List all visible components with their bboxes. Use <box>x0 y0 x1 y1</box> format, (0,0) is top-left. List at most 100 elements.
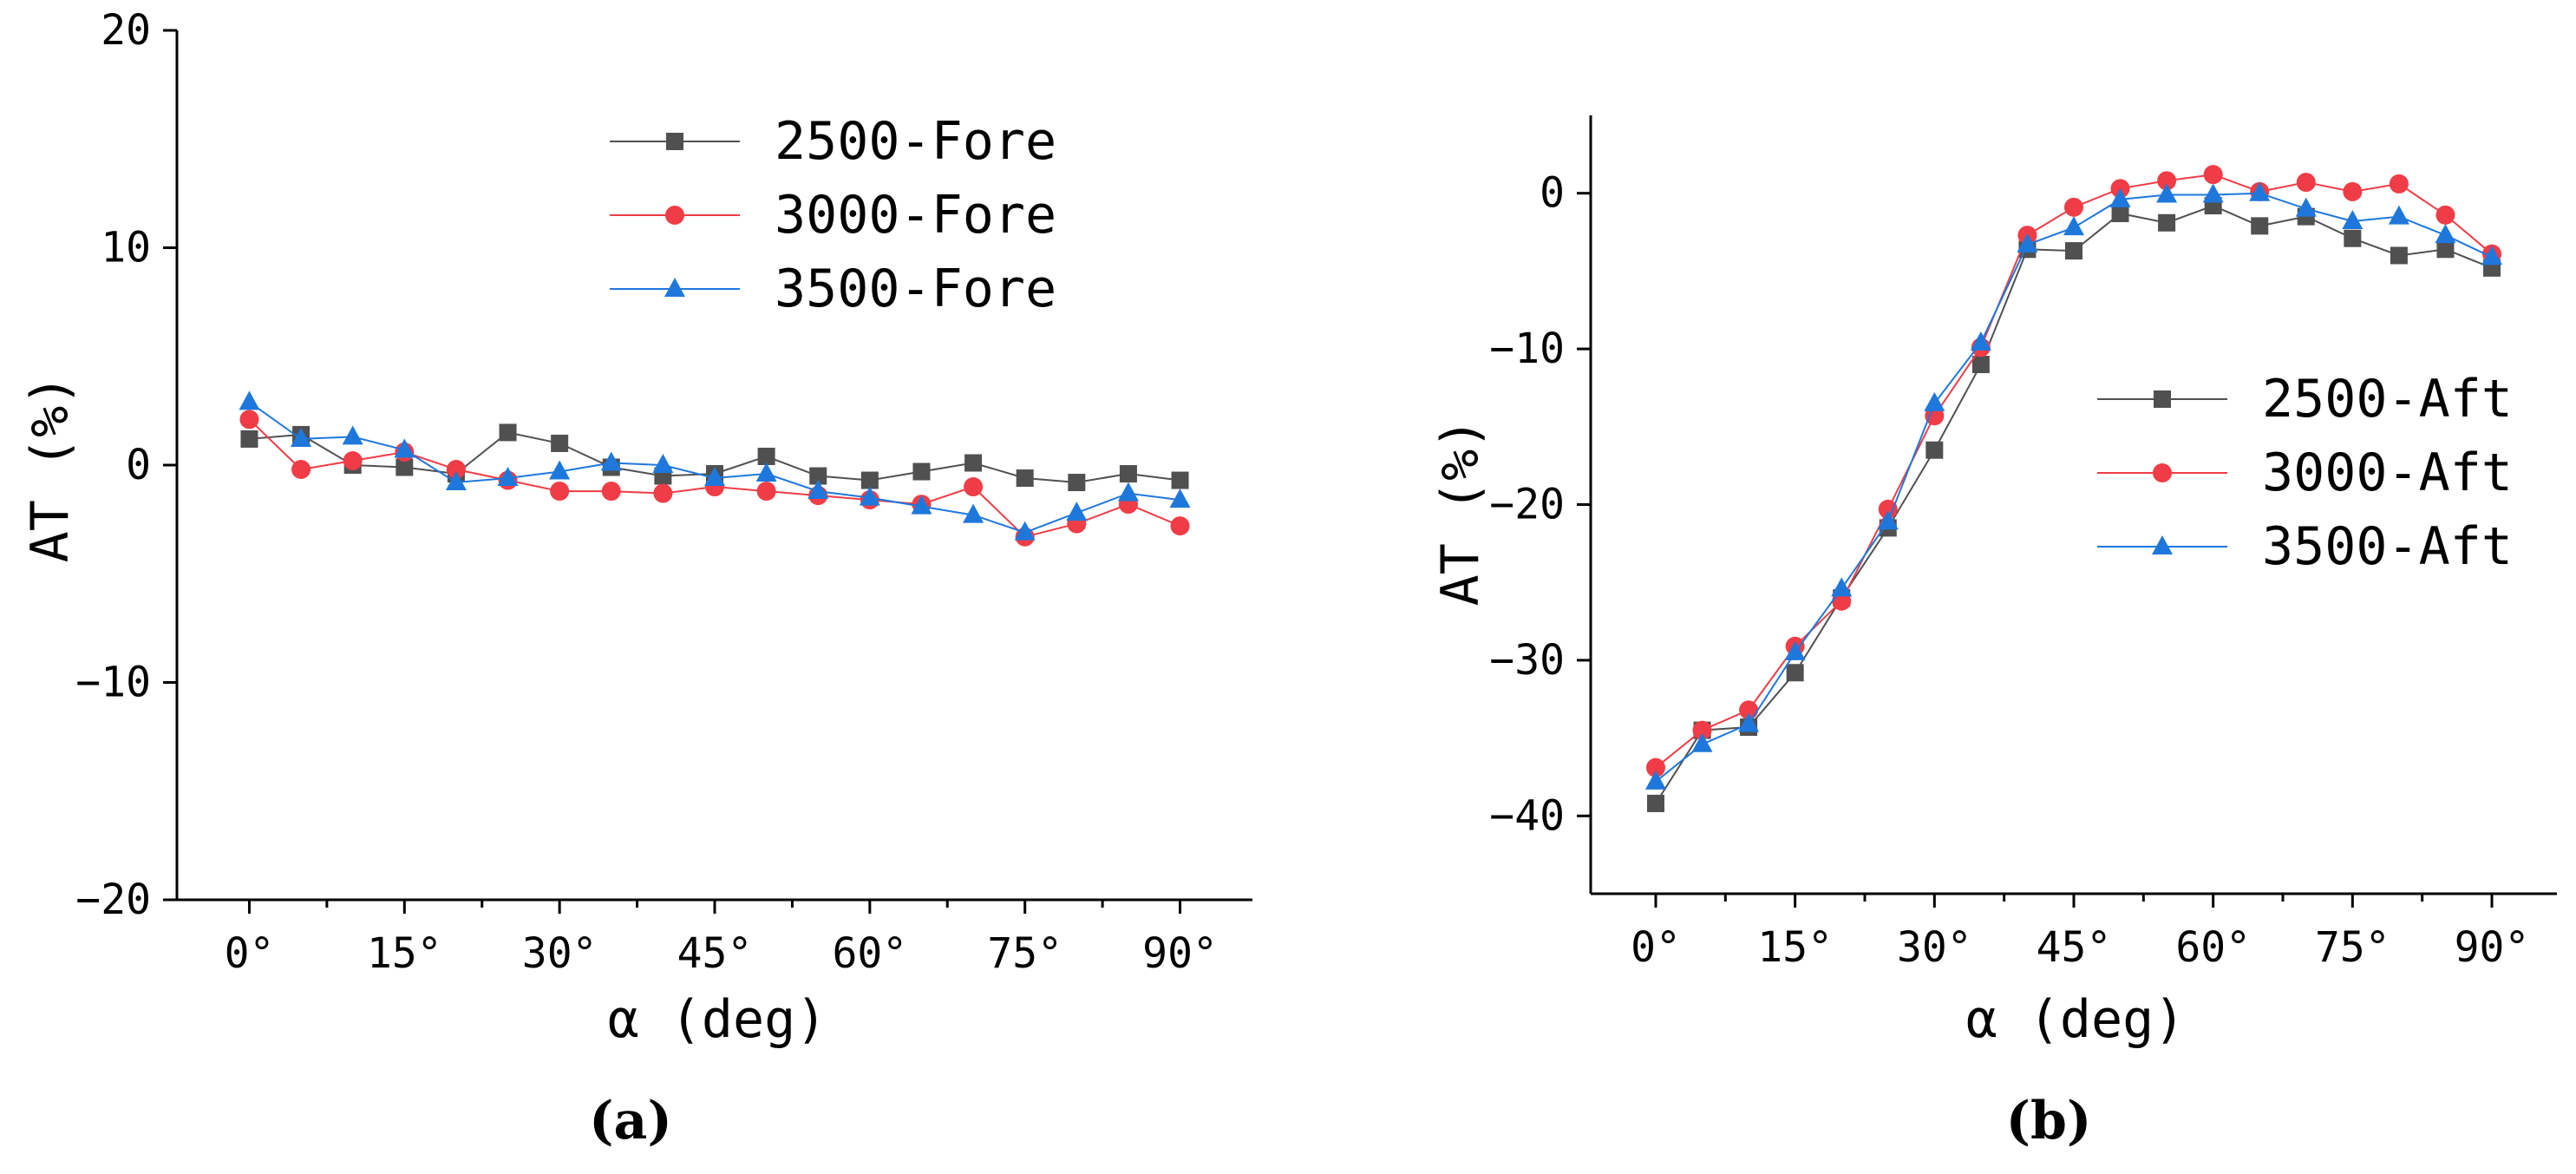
panel-b: 0 −10 −20 −30 −40 0° 15° 30° 45° 60° 75° 90° AT (%) α… <box>1430 115 2557 1151</box>
data-point <box>756 482 776 502</box>
x-tick-label: 90° <box>2455 923 2530 972</box>
data-point <box>291 427 312 447</box>
legend-label: 3000-Aft <box>2262 443 2513 503</box>
data-point <box>497 467 519 487</box>
legend-label: 2500-Fore <box>775 111 1056 172</box>
data-point <box>2251 217 2269 235</box>
x-tick-label: 30° <box>522 929 598 978</box>
data-point <box>1170 516 1190 536</box>
x-tick-label: 75° <box>2315 923 2390 972</box>
y-tick-label: −20 <box>75 876 151 924</box>
legend-label: 3000-Fore <box>775 185 1056 246</box>
panel-label: (b) <box>2006 1091 2092 1151</box>
data-point <box>1066 502 1088 521</box>
data-point <box>1925 441 1944 459</box>
data-point <box>2389 174 2409 193</box>
data-point <box>1169 489 1191 508</box>
data-point <box>1971 356 1990 374</box>
data-point <box>2342 209 2364 229</box>
data-point <box>964 454 983 472</box>
data-point <box>1692 720 1712 740</box>
data-point <box>551 434 569 452</box>
x-tick-label: 30° <box>1897 923 1972 972</box>
y-tick-label: −10 <box>1489 325 1565 373</box>
data-point <box>2017 233 2038 253</box>
data-point <box>1877 510 1899 530</box>
data-point <box>755 462 777 482</box>
data-point <box>2111 205 2129 223</box>
data-point <box>912 462 931 481</box>
data-point <box>342 425 363 445</box>
data-point <box>1117 482 1139 502</box>
x-tick-label: 0° <box>1631 923 1681 972</box>
legend-a-entry: 3500-Fore <box>610 259 1056 319</box>
data-point <box>1970 331 1991 351</box>
legend-label: 3500-Fore <box>775 259 1056 319</box>
x-tick-label: 15° <box>367 929 442 978</box>
y-tick-label: 0 <box>126 441 151 489</box>
data-point <box>396 458 414 476</box>
data-point <box>652 454 674 473</box>
data-point <box>1014 521 1036 541</box>
data-point <box>2109 187 2131 207</box>
data-point <box>2436 240 2455 259</box>
data-point <box>809 467 827 485</box>
data-point <box>2344 229 2362 247</box>
x-tick-label: 90° <box>1142 929 1218 978</box>
data-point <box>1644 770 1666 790</box>
data-point <box>2156 183 2178 203</box>
series-3500-Fore <box>239 390 1191 541</box>
y-tick-label: 10 <box>101 224 151 272</box>
panel-label: (a) <box>589 1091 672 1151</box>
y-tick-label: 0 <box>1540 169 1565 218</box>
series-2500-Aft <box>1646 197 2501 812</box>
data-point <box>757 447 775 465</box>
data-point <box>1738 712 1760 732</box>
y-tick-label: −20 <box>1489 481 1565 529</box>
y-axis-title: AT (%) <box>1430 418 1491 607</box>
data-point <box>1171 471 1189 489</box>
legend-b-entry: 3500-Aft <box>2097 516 2513 577</box>
data-point <box>1016 469 1034 488</box>
series-3500-Aft <box>1644 181 2503 790</box>
legend-a-entry: 3000-Fore <box>610 185 1056 246</box>
data-point <box>446 460 466 480</box>
data-point <box>445 471 467 491</box>
data-point <box>394 438 415 458</box>
legend-label: 3500-Aft <box>2262 516 2513 577</box>
data-point <box>2390 246 2408 265</box>
data-point <box>2157 171 2177 191</box>
y-tick-label: 20 <box>101 6 151 55</box>
data-point <box>2063 216 2084 236</box>
x-tick-label: 60° <box>2175 923 2251 972</box>
data-point <box>1924 391 1945 411</box>
data-point <box>1646 794 1664 812</box>
data-point <box>550 482 570 502</box>
data-point <box>2065 242 2082 260</box>
x-axis-title: α (deg) <box>608 989 827 1050</box>
legend-a-entry: 2500-Fore <box>610 111 1056 172</box>
legend-marker <box>2153 463 2172 482</box>
data-point <box>2296 173 2316 193</box>
data-point <box>1645 758 1665 777</box>
series-line <box>1655 205 2493 804</box>
data-point <box>807 480 829 500</box>
panel-a: 20 10 0 −10 −20 0° 15° 30° 45° 60° 75° 90° AT (%) α (… <box>20 6 1252 1151</box>
series-3000-Aft <box>1645 165 2502 777</box>
data-point <box>2435 205 2455 225</box>
data-point <box>859 486 880 506</box>
x-axis-title: α (deg) <box>1966 989 2186 1050</box>
data-point <box>2203 165 2223 185</box>
data-point <box>1878 499 1898 519</box>
x-tick-label: 45° <box>2037 923 2112 972</box>
legend-marker <box>2152 535 2173 554</box>
x-tick-label: 45° <box>677 929 753 978</box>
data-point <box>911 495 932 515</box>
data-point <box>600 451 622 471</box>
legend-label: 2500-Aft <box>2262 369 2513 430</box>
data-point <box>2202 183 2224 203</box>
data-point <box>601 482 621 502</box>
data-point <box>291 460 311 480</box>
data-point <box>2158 213 2176 232</box>
